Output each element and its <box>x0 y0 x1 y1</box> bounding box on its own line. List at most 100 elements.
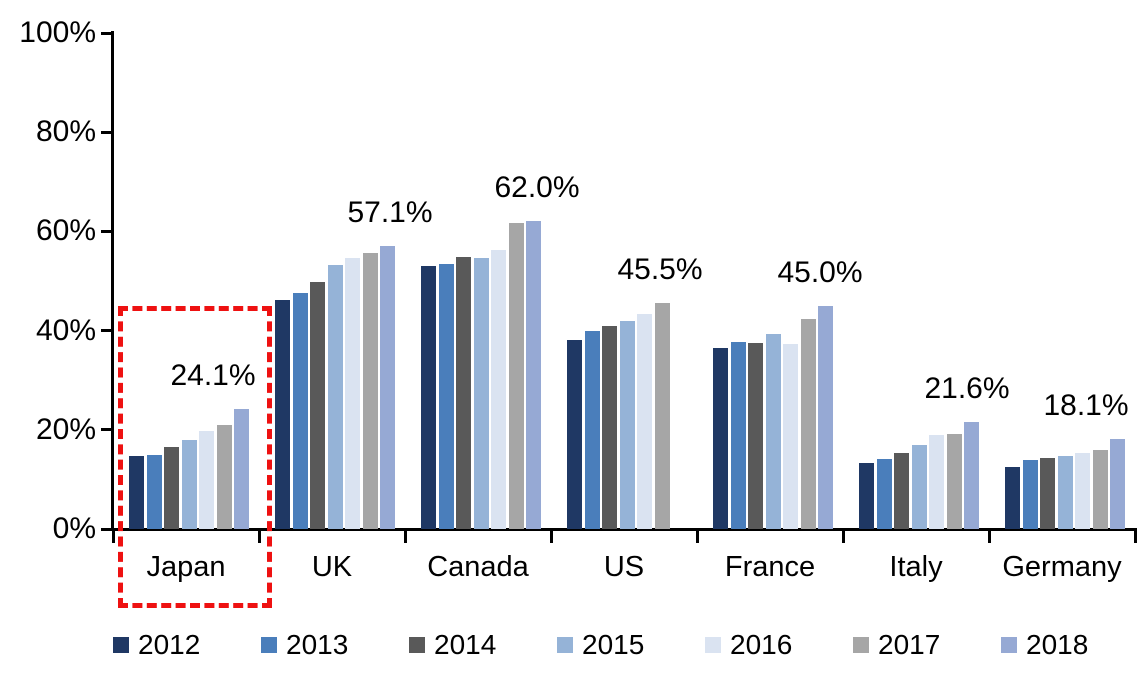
legend-label-2012: 2012 <box>138 629 201 660</box>
y-axis-tick-mark <box>101 229 113 233</box>
y-axis-line <box>111 31 114 531</box>
category-label-japan: Japan <box>146 551 226 583</box>
bar-uk-2013 <box>292 292 308 529</box>
y-axis-tick-mark <box>101 527 113 531</box>
legend-item-2012: 2012 <box>113 631 200 659</box>
bar-germany-2013 <box>1022 459 1038 529</box>
bar-japan-2014 <box>164 446 179 529</box>
bar-us-2016 <box>637 313 652 529</box>
x-axis-tick-mark <box>695 529 699 543</box>
y-axis-tick-mark <box>101 31 113 35</box>
highlight-box-japan <box>118 306 272 608</box>
bar-italy-2015 <box>911 445 927 529</box>
bar-canada-2012 <box>421 266 436 529</box>
x-axis-tick-mark <box>841 529 845 543</box>
legend-item-2013: 2013 <box>261 631 348 659</box>
bar-italy-2018 <box>964 421 979 529</box>
bar-france-2015 <box>765 334 781 529</box>
category-label-france: France <box>724 551 816 583</box>
bar-germany-2012 <box>1005 466 1020 529</box>
bar-germany-2015 <box>1057 456 1073 529</box>
category-label-canada: Canada <box>427 551 529 583</box>
y-axis-tick-mark <box>101 329 113 333</box>
legend-swatch-2016 <box>705 637 721 653</box>
legend-item-2015: 2015 <box>557 631 644 659</box>
legend-item-2018: 2018 <box>1001 631 1088 659</box>
bar-us-2012 <box>567 340 582 529</box>
x-axis-tick-mark <box>549 529 553 543</box>
category-label-germany: Germany <box>1002 551 1122 583</box>
bar-germany-2014 <box>1040 457 1055 529</box>
y-axis-tick-label: 80% <box>35 115 96 149</box>
legend-swatch-2017 <box>853 637 869 653</box>
legend-label-2016: 2016 <box>730 629 793 660</box>
bar-italy-2017 <box>946 433 962 529</box>
bar-germany-2016 <box>1075 453 1090 529</box>
bar-uk-2012 <box>275 299 290 529</box>
data-label-canada: 62.0% <box>494 171 580 205</box>
bar-germany-2018 <box>1110 439 1125 529</box>
bar-us-2013 <box>584 330 600 529</box>
bar-canada-2014 <box>456 256 471 529</box>
x-axis-tick-mark <box>257 529 261 543</box>
bar-uk-2014 <box>310 281 325 529</box>
bar-uk-2018 <box>380 245 395 529</box>
y-axis-tick-label: 0% <box>52 512 96 545</box>
data-label-us: 45.5% <box>617 253 703 287</box>
data-label-uk: 57.1% <box>347 195 433 229</box>
legend-swatch-2015 <box>557 637 573 653</box>
bar-germany-2017 <box>1092 450 1108 529</box>
category-label-uk: UK <box>311 551 353 583</box>
bar-france-2014 <box>748 342 763 529</box>
x-axis-tick-mark <box>403 529 407 543</box>
bar-us-2015 <box>619 320 635 529</box>
legend-label-2013: 2013 <box>286 629 349 660</box>
bar-canada-2018 <box>526 221 541 529</box>
category-label-us: US <box>603 551 645 583</box>
legend-swatch-2012 <box>113 637 129 653</box>
legend-label-2017: 2017 <box>878 629 941 660</box>
bar-france-2012 <box>713 347 728 529</box>
legend-item-2016: 2016 <box>705 631 792 659</box>
bar-uk-2016 <box>345 258 360 529</box>
bar-japan-2015 <box>181 440 197 529</box>
legend-label-2015: 2015 <box>582 629 645 660</box>
bar-france-2018 <box>818 305 833 529</box>
y-axis-tick-mark <box>101 130 113 134</box>
data-label-france: 45.0% <box>777 255 863 289</box>
x-axis-tick-mark <box>987 529 991 543</box>
bar-italy-2013 <box>876 458 892 529</box>
bar-italy-2012 <box>859 463 874 529</box>
bar-uk-2017 <box>362 252 378 529</box>
y-axis-tick-label: 100% <box>19 16 96 49</box>
bar-italy-2016 <box>929 434 944 529</box>
bar-canada-2015 <box>473 257 489 529</box>
bar-uk-2015 <box>327 265 343 529</box>
x-axis-tick-mark <box>1133 529 1137 543</box>
bar-canada-2013 <box>438 264 454 529</box>
bar-france-2017 <box>800 319 816 529</box>
legend-swatch-2014 <box>409 637 425 653</box>
x-axis-tick-mark <box>111 529 115 543</box>
bar-italy-2014 <box>894 452 909 529</box>
bar-canada-2016 <box>491 250 506 529</box>
bar-japan-2018 <box>234 409 249 529</box>
y-axis-tick-mark <box>101 428 113 432</box>
legend-swatch-2018 <box>1001 637 1017 653</box>
bar-japan-2016 <box>199 431 214 529</box>
bar-japan-2013 <box>146 455 162 529</box>
legend-swatch-2013 <box>261 637 277 653</box>
data-label-germany: 18.1% <box>1043 389 1129 423</box>
bar-us-2017 <box>654 303 670 529</box>
bar-japan-2012 <box>129 456 144 529</box>
x-axis-line <box>111 527 1137 531</box>
data-label-japan: 24.1% <box>170 359 256 393</box>
bar-france-2016 <box>783 344 798 529</box>
y-axis-tick-label: 60% <box>35 214 96 248</box>
bar-france-2013 <box>730 341 746 529</box>
legend-item-2014: 2014 <box>409 631 496 659</box>
bar-japan-2017 <box>216 424 232 529</box>
legend-label-2014: 2014 <box>434 629 497 660</box>
bar-us-2014 <box>602 325 617 529</box>
